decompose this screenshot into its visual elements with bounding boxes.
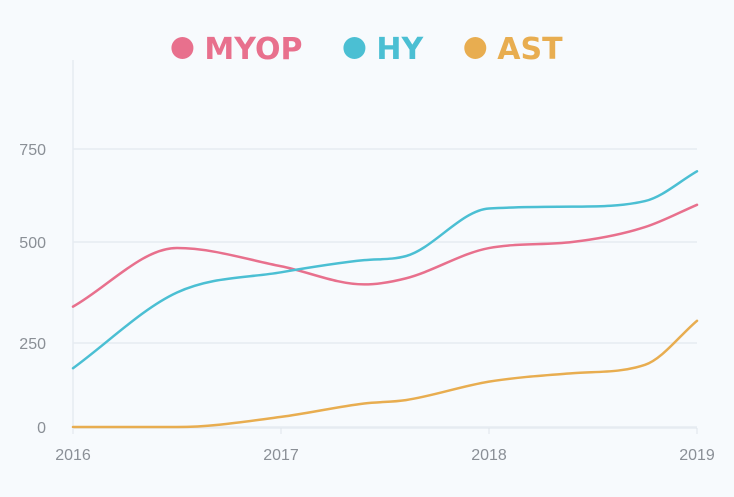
legend-label-myop: MYOP xyxy=(204,32,302,67)
legend: MYOP HY AST xyxy=(171,32,563,67)
x-tick-label-2019: 2019 xyxy=(679,447,715,464)
y-tick-label-0: 0 xyxy=(37,420,46,437)
series-lines xyxy=(71,170,699,429)
legend-item-hy: HY xyxy=(343,32,425,67)
y-tick-label-750: 750 xyxy=(19,142,46,159)
legend-marker-myop xyxy=(171,37,194,59)
legend-label-ast: AST xyxy=(497,32,563,67)
legend-marker-ast xyxy=(464,37,487,59)
series-line-hy xyxy=(71,170,699,370)
legend-marker-hy xyxy=(343,37,366,59)
x-tick-label-2016: 2016 xyxy=(55,447,91,464)
gridlines xyxy=(73,148,697,428)
x-tick-label-2018: 2018 xyxy=(471,447,507,464)
legend-item-ast: AST xyxy=(464,32,563,67)
legend-label-hy: HY xyxy=(376,32,424,67)
legend-item-myop: MYOP xyxy=(171,32,302,67)
y-axis-ticks: 0 250 500 750 xyxy=(19,142,46,437)
x-tick-label-2017: 2017 xyxy=(263,447,299,464)
y-tick-label-500: 500 xyxy=(19,235,46,252)
x-axis-ticks: 2016 2017 2018 2019 xyxy=(55,428,715,464)
series-line-myop xyxy=(71,203,699,308)
series-line-ast xyxy=(71,319,699,429)
y-tick-label-250: 250 xyxy=(19,336,46,353)
